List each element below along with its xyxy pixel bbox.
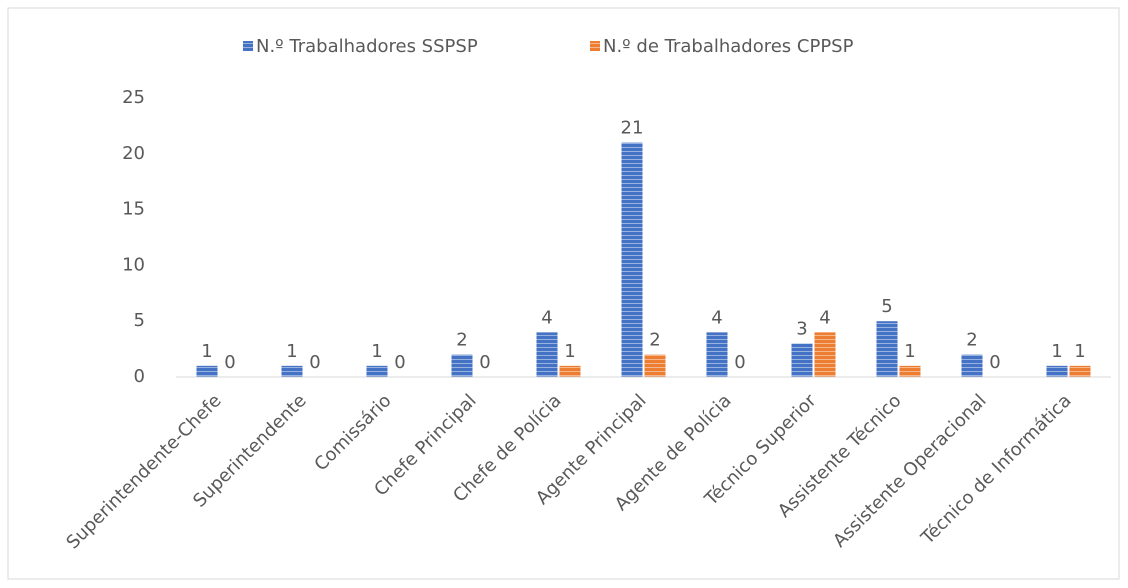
- chart-frame: [7, 7, 1120, 580]
- data-label: 4: [819, 307, 830, 328]
- bar: [644, 354, 666, 377]
- bar: [281, 365, 303, 377]
- bar: [536, 332, 558, 377]
- data-label: 0: [224, 352, 235, 373]
- data-label: 4: [541, 307, 552, 328]
- data-label: 2: [966, 330, 977, 351]
- data-label: 2: [649, 330, 660, 351]
- bar: [706, 332, 728, 377]
- bar: [899, 365, 921, 377]
- data-label: 5: [881, 296, 892, 317]
- y-tick-label: 25: [122, 87, 145, 108]
- bar: [196, 365, 218, 377]
- data-label: 0: [394, 352, 405, 373]
- bar: [814, 332, 836, 377]
- data-label: 0: [734, 352, 745, 373]
- y-tick-label: 5: [134, 310, 145, 331]
- y-tick-label: 20: [122, 143, 145, 164]
- legend-label: N.º Trabalhadores SSPSP: [256, 36, 478, 57]
- bar: [791, 343, 813, 377]
- y-tick-label: 10: [122, 254, 145, 275]
- data-label: 0: [309, 352, 320, 373]
- data-label: 1: [286, 341, 297, 362]
- data-label: 2: [456, 330, 467, 351]
- legend-swatch: [590, 41, 600, 51]
- data-label: 4: [711, 307, 722, 328]
- bar: [876, 321, 898, 377]
- bar: [559, 365, 581, 377]
- legend-label: N.º de Trabalhadores CPPSP: [603, 36, 854, 57]
- data-label: 21: [621, 118, 644, 139]
- legend-swatch: [243, 41, 253, 51]
- data-label: 1: [904, 341, 915, 362]
- data-label: 1: [371, 341, 382, 362]
- data-label: 0: [479, 352, 490, 373]
- y-tick-label: 0: [134, 366, 145, 387]
- bar: [1069, 365, 1091, 377]
- data-label: 3: [796, 319, 807, 340]
- y-tick-label: 15: [122, 199, 145, 220]
- bar: [961, 354, 983, 377]
- bar: [621, 142, 643, 377]
- data-label: 1: [1074, 341, 1085, 362]
- bar: [366, 365, 388, 377]
- data-label: 1: [1051, 341, 1062, 362]
- data-label: 1: [201, 341, 212, 362]
- bar: [1046, 365, 1068, 377]
- data-label: 0: [989, 352, 1000, 373]
- data-label: 1: [564, 341, 575, 362]
- bar: [451, 354, 473, 377]
